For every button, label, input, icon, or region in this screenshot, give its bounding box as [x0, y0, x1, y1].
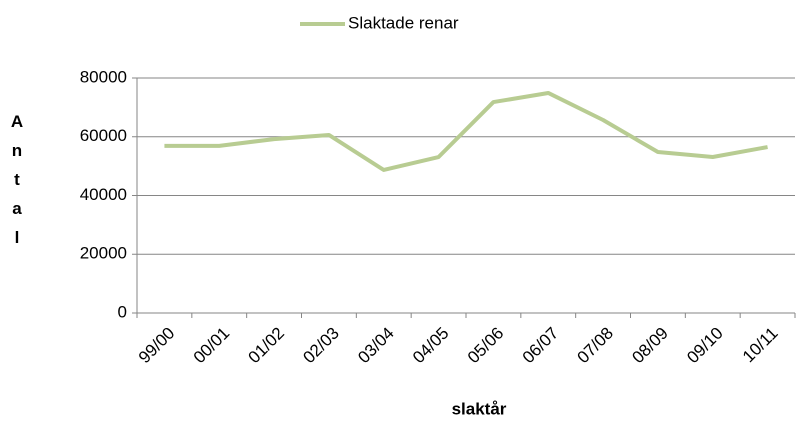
- x-tick-label: 07/08: [574, 324, 618, 368]
- x-tick-label: 00/01: [190, 324, 234, 368]
- x-tick-label: 03/04: [354, 324, 398, 368]
- x-tick-label: 01/02: [245, 324, 289, 368]
- x-tick-label: 99/00: [135, 324, 179, 368]
- y-tick-label: 0: [118, 302, 127, 321]
- x-tick-label: 09/10: [683, 324, 727, 368]
- x-tick-label: 02/03: [299, 324, 343, 368]
- x-tick-label: 10/11: [739, 324, 782, 367]
- x-tick-label: 08/09: [628, 324, 672, 368]
- x-tick-label: 06/07: [519, 324, 563, 368]
- y-tick-label: 20000: [80, 244, 127, 263]
- series-line: [164, 90, 768, 172]
- y-tick-label: 80000: [80, 67, 127, 86]
- y-axis-title: Antal: [10, 112, 24, 247]
- x-tick-label: 05/06: [464, 324, 508, 368]
- x-tick-label: 04/05: [409, 324, 453, 368]
- y-tick-label: 40000: [80, 185, 127, 204]
- legend-label: Slaktade renar: [348, 13, 459, 32]
- y-tick-label: 60000: [80, 126, 127, 145]
- x-axis-title: slaktår: [452, 399, 507, 418]
